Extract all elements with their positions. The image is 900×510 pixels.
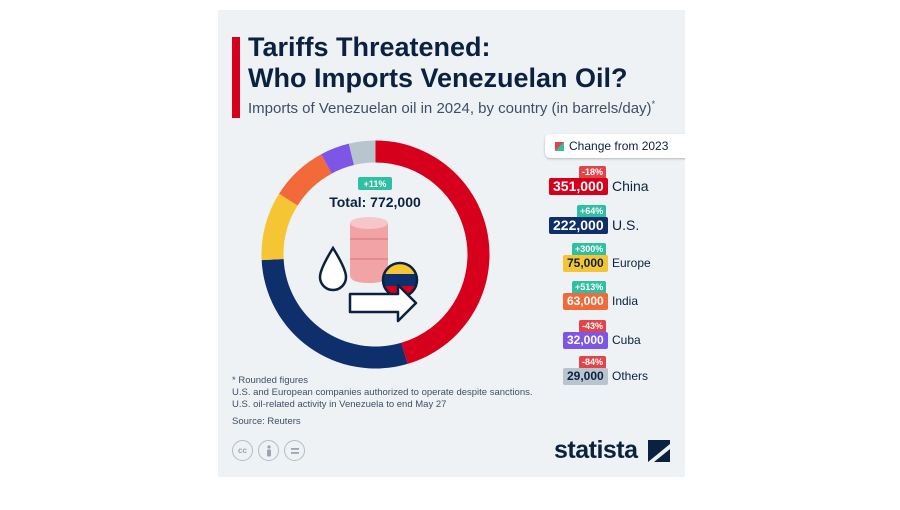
legend-row-china: -18% 351,000 China bbox=[518, 166, 678, 200]
change-badge: -84% bbox=[579, 356, 607, 369]
statista-logo[interactable]: statista bbox=[554, 436, 638, 464]
donut-slice-us bbox=[261, 258, 408, 369]
cc-icon[interactable]: cc bbox=[232, 440, 253, 461]
legend-row-india: +513% 63,000 India bbox=[518, 281, 678, 315]
change-badge: +64% bbox=[577, 205, 607, 218]
source-label: Source: Reuters bbox=[232, 416, 301, 427]
footnote-rounded: * Rounded figures bbox=[232, 375, 309, 386]
change-badge: +300% bbox=[572, 243, 607, 256]
donut-slice-china bbox=[375, 140, 490, 364]
value-badge: 351,000 bbox=[549, 178, 608, 195]
legend-row-us: +64% 222,000 U.S. bbox=[518, 205, 678, 239]
no-derivatives-icon[interactable] bbox=[284, 440, 305, 461]
footnotes: * Rounded figures U.S. and European comp… bbox=[232, 375, 533, 428]
value-badge: 75,000 bbox=[563, 255, 608, 272]
footnote-sanctions: U.S. and European companies authorized t… bbox=[232, 387, 533, 398]
donut-chart: +11% Total: 772,000 bbox=[258, 137, 493, 372]
title-line-2: Who Imports Venezuelan Oil? bbox=[248, 63, 628, 93]
donut-svg: +11% Total: 772,000 bbox=[261, 140, 490, 369]
title-accent-bar bbox=[232, 37, 240, 118]
donut-slice-india bbox=[279, 154, 332, 206]
country-label: Others bbox=[612, 369, 649, 383]
value-badge: 63,000 bbox=[563, 293, 608, 310]
country-label: India bbox=[612, 294, 639, 308]
footnote-us-activity: U.S. oil-related activity in Venezuela t… bbox=[232, 399, 447, 410]
total-change-badge bbox=[358, 177, 392, 190]
change-badge: +513% bbox=[572, 281, 607, 294]
change-legend-swatch-icon bbox=[555, 141, 564, 151]
change-legend-label: Change from 2023 bbox=[569, 139, 669, 153]
legend-row-europe: +300% 75,000 Europe bbox=[518, 243, 678, 277]
country-label: Cuba bbox=[612, 333, 641, 347]
change-legend-pill: Change from 2023 bbox=[545, 134, 685, 158]
oil-barrel-icon bbox=[350, 217, 388, 283]
infographic-card: Tariffs Threatened: Who Imports Venezuel… bbox=[218, 10, 685, 477]
export-arrow-icon bbox=[348, 283, 418, 323]
country-label: U.S. bbox=[612, 217, 640, 233]
country-label: Europe bbox=[612, 256, 651, 270]
subtitle: Imports of Venezuelan oil in 2024, by co… bbox=[248, 99, 655, 117]
donut-slice-others bbox=[348, 140, 376, 166]
page-title: Tariffs Threatened: Who Imports Venezuel… bbox=[248, 32, 628, 94]
subtitle-footnote-mark: * bbox=[651, 99, 656, 109]
oil-drop-icon bbox=[318, 245, 348, 292]
donut-slice-europe bbox=[261, 193, 298, 261]
license-icons: cc bbox=[232, 440, 305, 461]
country-label: China bbox=[612, 178, 649, 194]
value-badge: 29,000 bbox=[563, 368, 608, 385]
legend-row-cuba: -43% 32,000 Cuba bbox=[518, 320, 678, 354]
subtitle-text: Imports of Venezuelan oil in 2024, by co… bbox=[248, 100, 652, 117]
statista-logo-mark-icon bbox=[648, 440, 670, 462]
attribution-icon[interactable] bbox=[258, 440, 279, 461]
value-badge: 32,000 bbox=[563, 332, 608, 349]
value-badge: 222,000 bbox=[549, 217, 608, 234]
total-label: Total: 772,000 bbox=[329, 194, 421, 210]
title-line-1: Tariffs Threatened: bbox=[248, 32, 491, 62]
donut-slice-cuba bbox=[321, 143, 354, 174]
legend-row-others: -84% 29,000 Others bbox=[518, 356, 678, 390]
change-badge: -18% bbox=[579, 166, 607, 179]
total-change-label: +11% bbox=[364, 179, 387, 189]
change-badge: -43% bbox=[579, 320, 607, 333]
